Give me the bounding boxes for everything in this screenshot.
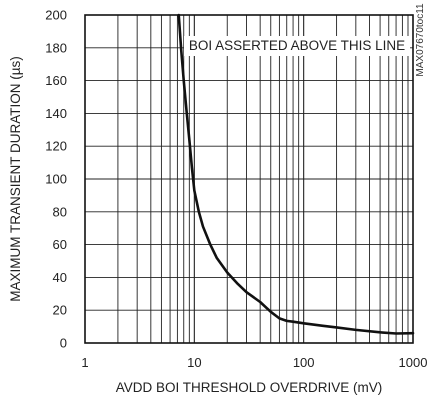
x-tick-label: 10 (187, 355, 201, 370)
y-tick-labels: 0 20 40 60 80 100 120 140 160 180 200 (45, 8, 67, 351)
x-tick-label: 100 (293, 355, 315, 370)
y-tick-label: 60 (53, 237, 67, 252)
x-tick-label: 1 (81, 355, 88, 370)
x-tick-label: 1000 (399, 355, 428, 370)
plot-frame (84, 14, 414, 344)
annotation-background (184, 36, 410, 56)
y-tick-label: 100 (45, 172, 67, 187)
y-tick-label: 0 (60, 336, 67, 351)
y-tick-label: 120 (45, 139, 67, 154)
x-tick-labels: 1 10 100 1000 (81, 355, 427, 370)
y-tick-label: 140 (45, 106, 67, 121)
y-tick-label: 40 (53, 270, 67, 285)
y-axis-label: MAXIMUM TRANSIENT DURATION (µs) (8, 56, 23, 302)
figure-code: MAX07670toc11 (415, 3, 426, 77)
grid (85, 14, 413, 344)
x-axis-label: AVDD BOI THRESHOLD OVERDRIVE (mV) (116, 380, 383, 395)
y-tick-label: 20 (53, 303, 67, 318)
y-tick-label: 200 (45, 8, 67, 23)
y-tick-label: 160 (45, 73, 67, 88)
annotation-text: BOI ASSERTED ABOVE THIS LINE (189, 38, 405, 53)
y-tick-label: 80 (53, 204, 67, 219)
series-line (177, 13, 415, 335)
y-tick-label: 180 (45, 40, 67, 55)
